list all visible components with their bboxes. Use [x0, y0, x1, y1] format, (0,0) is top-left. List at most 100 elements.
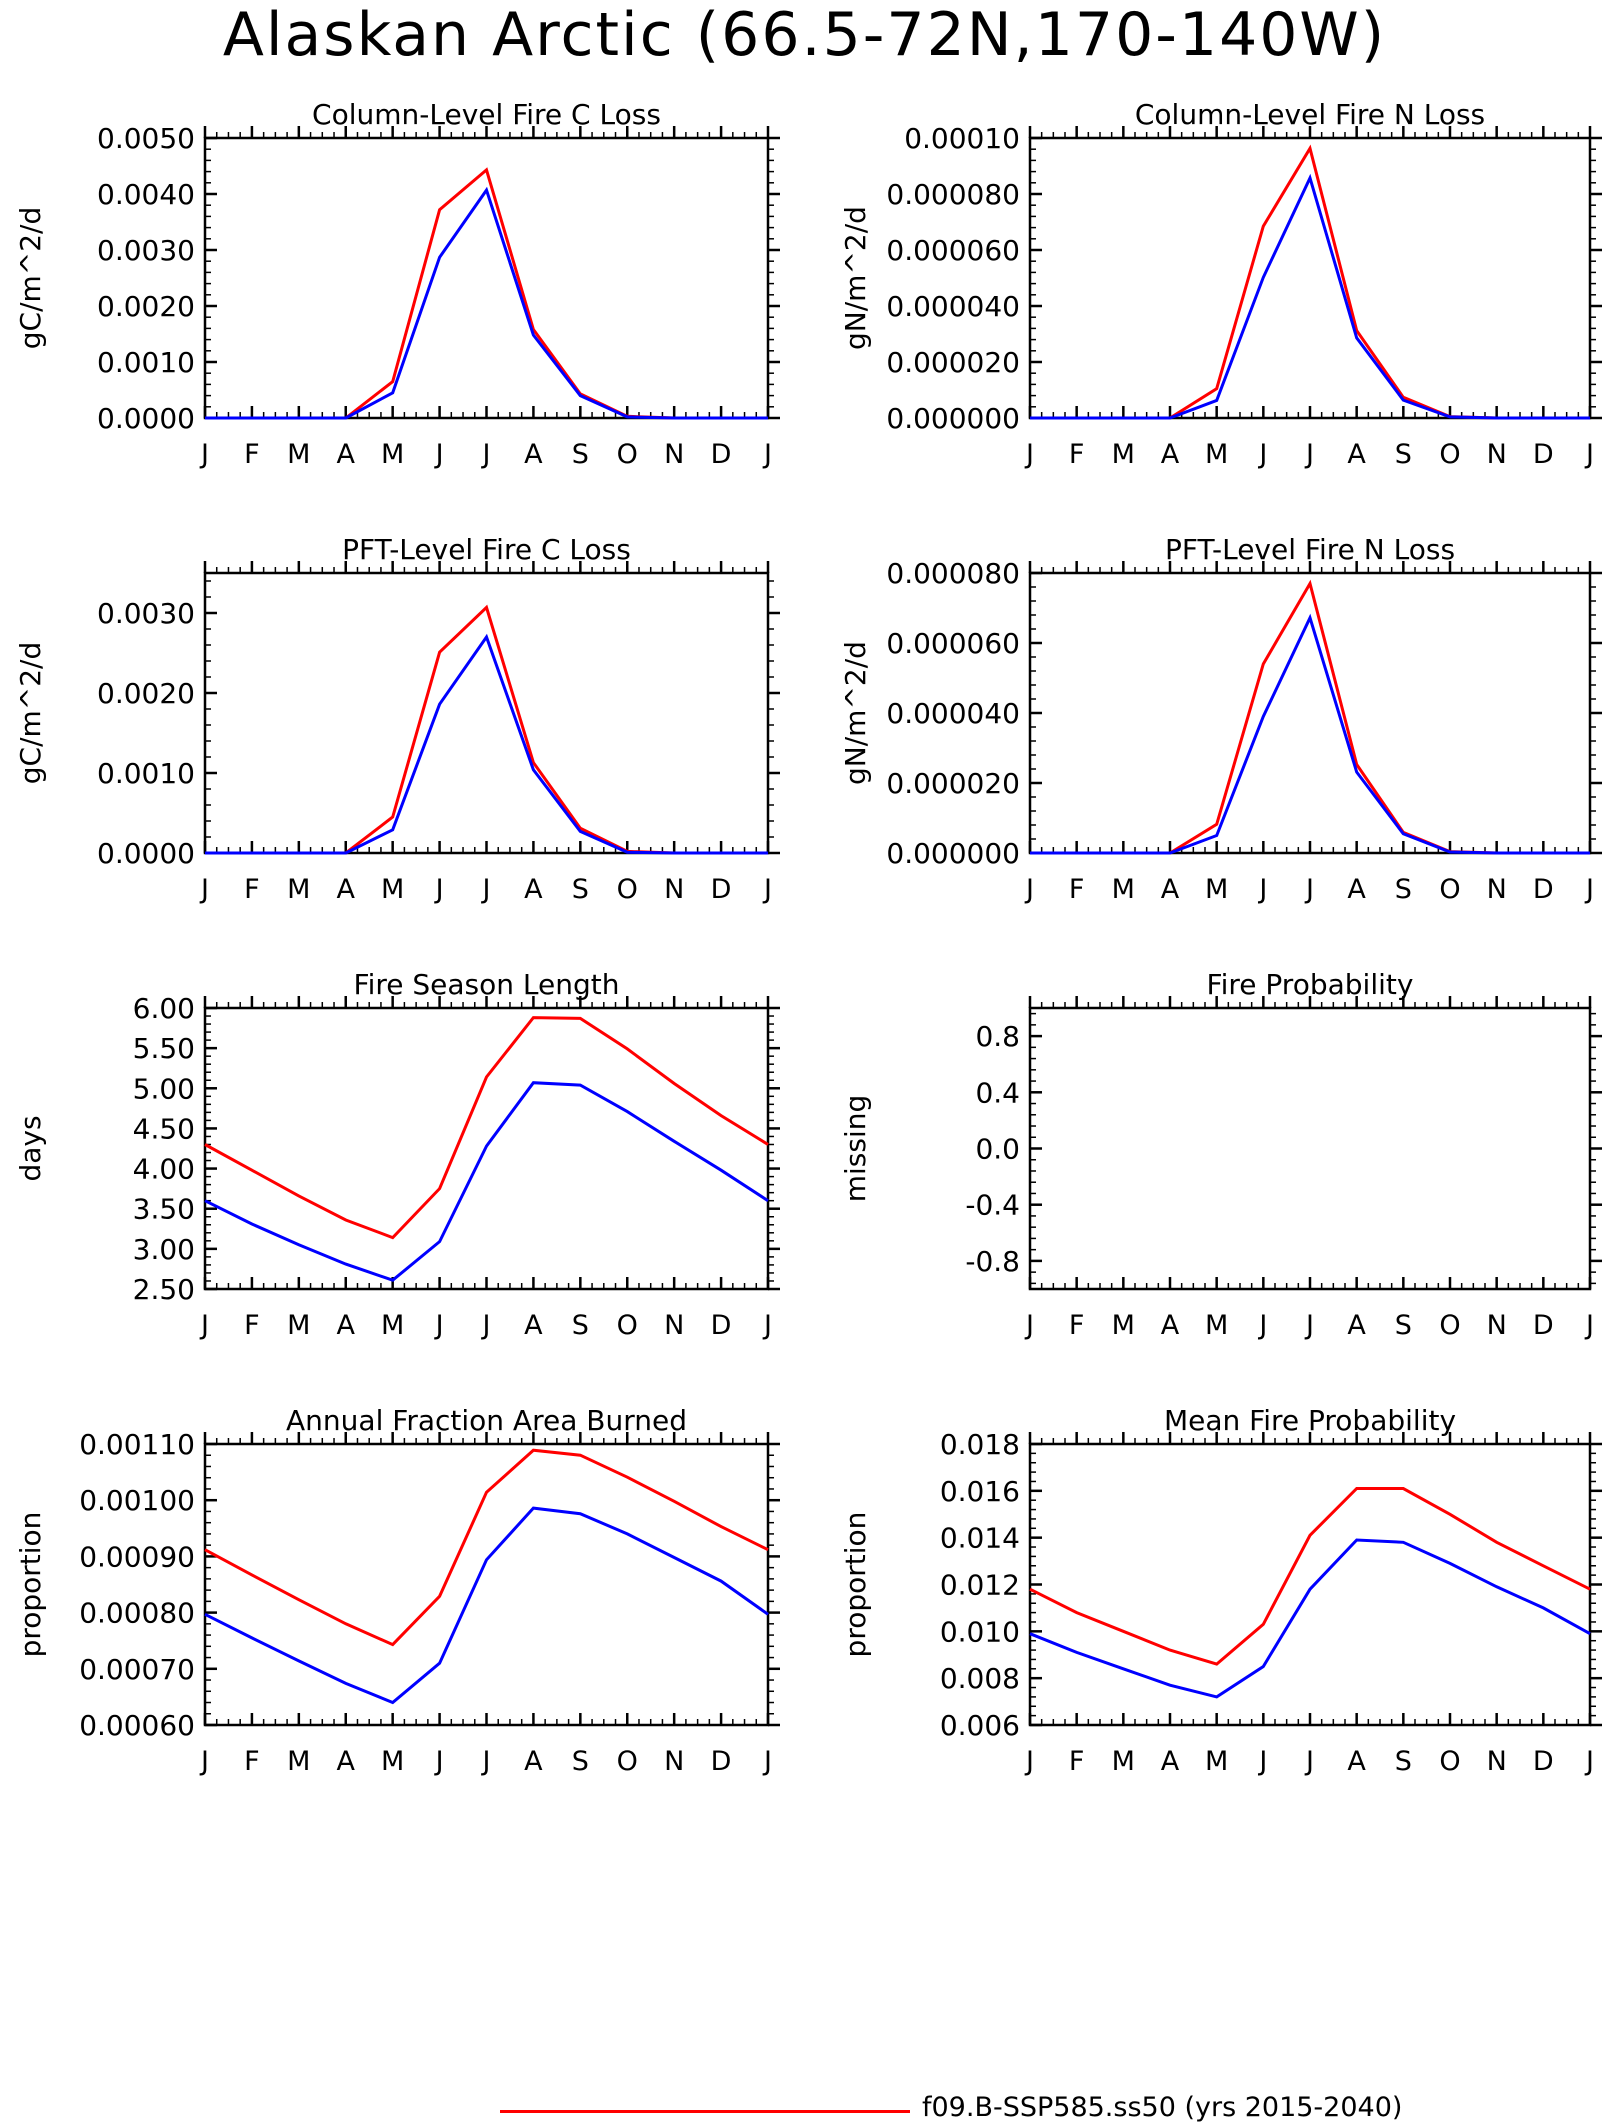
y-tick-label: 0.0010 — [97, 757, 195, 790]
figure-title: Alaskan Arctic (66.5-72N,170-140W) — [222, 0, 1387, 70]
y-axis-label: missing — [839, 1095, 872, 1203]
x-tick-label: M — [1112, 1310, 1135, 1341]
x-tick-label: F — [244, 439, 260, 470]
y-tick-label: 0.0040 — [97, 178, 195, 211]
x-tick-label: J — [1024, 1746, 1034, 1777]
x-tick-label: J — [1257, 874, 1267, 905]
series-line-red — [1030, 579, 1590, 855]
x-tick-label: A — [1161, 1746, 1180, 1777]
x-tick-label: S — [1395, 1310, 1412, 1341]
y-tick-label: 3.50 — [133, 1193, 195, 1226]
chart-title: Annual Fraction Area Burned — [286, 1404, 687, 1437]
chart-panel: J F M A M J J A S O N D J0.0000000.0000200.0000400.0… — [839, 533, 1602, 905]
y-tick-label: -0.4 — [965, 1189, 1020, 1222]
plot-frame — [1028, 1006, 1592, 1291]
y-axis-label: gN/m^2/d — [839, 641, 872, 785]
x-tick-label: S — [572, 1310, 589, 1341]
x-tick-label: D — [1533, 439, 1554, 470]
chart-panel: J F M A M J J A S O N D J0.0060.0080.0100.0120.0140.… — [839, 1404, 1602, 1777]
x-tick-label: J — [1257, 1310, 1267, 1341]
x-tick-label: O — [1439, 1310, 1460, 1341]
y-tick-label: 4.50 — [133, 1112, 195, 1145]
series-line-blue — [205, 186, 768, 420]
y-tick-label: 0.00090 — [79, 1540, 195, 1573]
y-tick-label: 0.012 — [940, 1569, 1020, 1602]
chart-title: Column-Level Fire C Loss — [312, 98, 661, 131]
x-tick-label: J — [434, 1310, 444, 1341]
x-tick-label: M — [1205, 874, 1228, 905]
y-tick-label: 0.018 — [940, 1428, 1020, 1461]
y-tick-label: 0.0030 — [97, 597, 195, 630]
y-axis-label: proportion — [839, 1512, 872, 1658]
x-tick-label: J — [434, 1746, 444, 1777]
x-tick-label: A — [337, 1746, 356, 1777]
x-tick-label: D — [1533, 1310, 1554, 1341]
x-tick-label: O — [617, 439, 638, 470]
x-tick-label: J — [199, 439, 209, 470]
x-tick-label: S — [572, 1746, 589, 1777]
x-tick-label: N — [1487, 439, 1507, 470]
x-tick-label: S — [1395, 439, 1412, 470]
x-tick-label: N — [664, 1310, 684, 1341]
x-tick-label: F — [1069, 439, 1085, 470]
x-tick-label: M — [287, 874, 310, 905]
y-tick-label: 0.000040 — [886, 697, 1020, 730]
y-tick-label: 0.008 — [940, 1662, 1020, 1695]
y-tick-label: 0.0020 — [97, 290, 195, 323]
x-tick-label: J — [434, 439, 444, 470]
plot-frame — [203, 1442, 770, 1727]
y-tick-label: 0.000060 — [886, 627, 1020, 660]
x-tick-label: M — [381, 1310, 404, 1341]
x-tick-label: A — [337, 874, 356, 905]
y-tick-label: 0.000080 — [886, 557, 1020, 590]
y-tick-label: 6.00 — [133, 992, 195, 1025]
y-tick-label: 0.00010 — [904, 122, 1020, 155]
x-tick-label: M — [1112, 439, 1135, 470]
x-tick-label: O — [1439, 1746, 1460, 1777]
x-tick-label: S — [1395, 1746, 1412, 1777]
series-line-blue — [1030, 613, 1590, 855]
series-line-blue — [1030, 173, 1590, 420]
x-tick-label: F — [244, 1310, 260, 1341]
x-tick-label: J — [762, 874, 772, 905]
x-tick-label: A — [524, 439, 543, 470]
x-tick-label: O — [617, 1746, 638, 1777]
y-tick-label: 0.010 — [940, 1615, 1020, 1648]
legend-line-red — [500, 2110, 910, 2113]
y-tick-label: 0.0010 — [97, 346, 195, 379]
x-tick-label: A — [1161, 874, 1180, 905]
x-tick-label: N — [664, 1746, 684, 1777]
chart-title: Mean Fire Probability — [1164, 1404, 1456, 1437]
y-axis-label: gC/m^2/d — [14, 207, 47, 350]
x-tick-label: J — [481, 874, 491, 905]
x-tick-label: A — [524, 1310, 543, 1341]
chart-title: PFT-Level Fire N Loss — [1165, 533, 1455, 566]
x-tick-label: J — [1304, 1746, 1314, 1777]
x-tick-label: A — [524, 1746, 543, 1777]
x-tick-label: S — [1395, 874, 1412, 905]
y-tick-label: 0.000020 — [886, 767, 1020, 800]
x-tick-label: J — [1304, 874, 1314, 905]
series-line-red — [205, 604, 768, 855]
x-tick-label: N — [1487, 1310, 1507, 1341]
chart-panel: J F M A M J J A S O N D J0.00000.00100.00200.0030PFT… — [14, 533, 780, 905]
x-tick-label: A — [1161, 1310, 1180, 1341]
x-tick-label: D — [711, 1310, 732, 1341]
series-line-blue — [205, 633, 768, 855]
x-tick-label: J — [1024, 874, 1034, 905]
x-tick-label: M — [1112, 1746, 1135, 1777]
y-tick-label: 0.000000 — [886, 402, 1020, 435]
y-tick-label: 0.000060 — [886, 234, 1020, 267]
x-tick-label: A — [337, 439, 356, 470]
x-tick-label: M — [1205, 439, 1228, 470]
x-tick-label: N — [664, 439, 684, 470]
x-tick-label: J — [199, 874, 209, 905]
chart-panel: J F M A M J J A S O N D J0.00000.00100.00200.00300.0… — [14, 98, 780, 470]
x-tick-label: D — [711, 439, 732, 470]
series-line-blue — [204, 1081, 769, 1282]
x-tick-label: D — [1533, 874, 1554, 905]
plot-frame — [203, 571, 770, 855]
series-line-red — [1030, 144, 1590, 420]
x-tick-label: D — [711, 1746, 732, 1777]
